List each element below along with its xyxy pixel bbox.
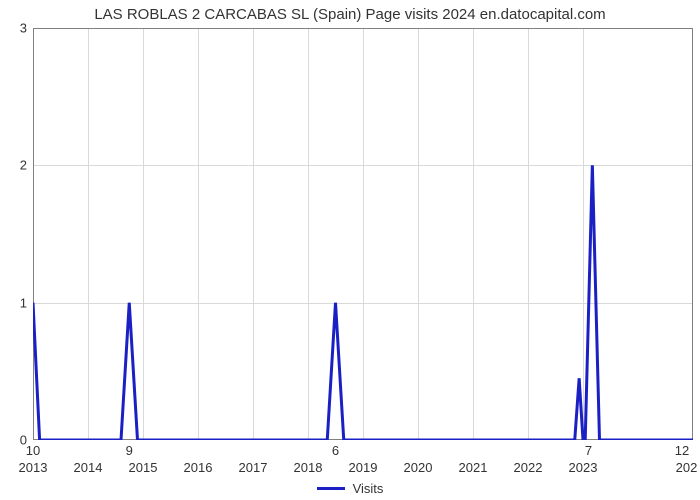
value-label: 10 (26, 443, 40, 458)
legend: Visits (0, 477, 700, 496)
x-tick-label: 2022 (514, 460, 543, 475)
x-tick-label: 2019 (349, 460, 378, 475)
value-label: 6 (332, 443, 339, 458)
x-tick-label: 2015 (129, 460, 158, 475)
value-label: 9 (126, 443, 133, 458)
chart-title: LAS ROBLAS 2 CARCABAS SL (Spain) Page vi… (0, 6, 700, 23)
x-tick-label: 2018 (294, 460, 323, 475)
legend-label: Visits (353, 481, 384, 496)
plot-area: 0123201320142015201620172018201920202021… (33, 28, 693, 440)
x-tick-label: 2021 (459, 460, 488, 475)
chart-container: LAS ROBLAS 2 CARCABAS SL (Spain) Page vi… (0, 0, 700, 500)
legend-swatch (317, 487, 345, 490)
x-tick-label: 202 (676, 460, 698, 475)
x-tick-label: 2023 (569, 460, 598, 475)
x-tick-label: 2017 (239, 460, 268, 475)
y-tick-label: 2 (20, 158, 27, 173)
x-tick-label: 2014 (74, 460, 103, 475)
x-tick-label: 2013 (19, 460, 48, 475)
value-label: 12 (675, 443, 689, 458)
y-tick-label: 1 (20, 295, 27, 310)
series-line (33, 28, 693, 440)
y-tick-label: 3 (20, 21, 27, 36)
value-label: 7 (585, 443, 592, 458)
x-tick-label: 2016 (184, 460, 213, 475)
x-tick-label: 2020 (404, 460, 433, 475)
legend-item-visits: Visits (317, 481, 384, 496)
